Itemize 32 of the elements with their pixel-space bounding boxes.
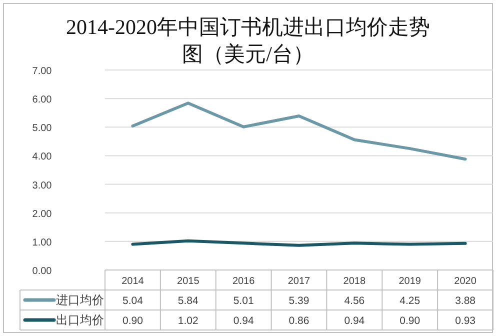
data-label: 5.39 <box>288 295 310 307</box>
y-tick-label: 1.00 <box>32 237 52 248</box>
data-label: 4.56 <box>344 295 365 307</box>
data-label: 0.94 <box>344 315 365 327</box>
x-tick-label: 2016 <box>232 276 256 287</box>
title: 2014-2020年中国订书机进出口均价走势图（美元/台） <box>65 14 431 68</box>
x-tick-label: 2015 <box>177 276 200 287</box>
x-tick-label: 2018 <box>343 276 366 287</box>
x-tick-label: 2020 <box>454 276 477 287</box>
data-label: 0.94 <box>233 315 254 327</box>
y-tick-label: 7.00 <box>32 66 52 77</box>
data-label: 0.90 <box>122 315 144 327</box>
data-label: 0.86 <box>288 315 310 327</box>
y-tick-label: 2.00 <box>32 208 52 220</box>
data-label: 5.84 <box>178 295 199 307</box>
data-label: 3.88 <box>455 295 476 307</box>
data-label: 4.25 <box>400 295 420 307</box>
data-label: 1.02 <box>178 315 199 327</box>
data-label: 0.90 <box>400 315 420 327</box>
y-tick-label: 4.00 <box>32 152 52 163</box>
legend-label: 进口均价 <box>56 293 104 307</box>
data-label: 5.01 <box>233 295 254 307</box>
data-label: 5.04 <box>122 295 144 307</box>
legend-label: 出口均价 <box>56 313 104 327</box>
x-tick-label: 2014 <box>122 276 144 287</box>
data-label: 0.93 <box>455 315 476 327</box>
y-tick-label: 3.00 <box>32 180 52 192</box>
y-tick-label: 5.00 <box>32 123 52 134</box>
x-tick-label: 2017 <box>288 276 311 287</box>
x-tick-label: 2019 <box>398 276 422 287</box>
y-tick-label: 6.00 <box>32 94 52 106</box>
y-tick-label: 0.00 <box>32 266 52 277</box>
